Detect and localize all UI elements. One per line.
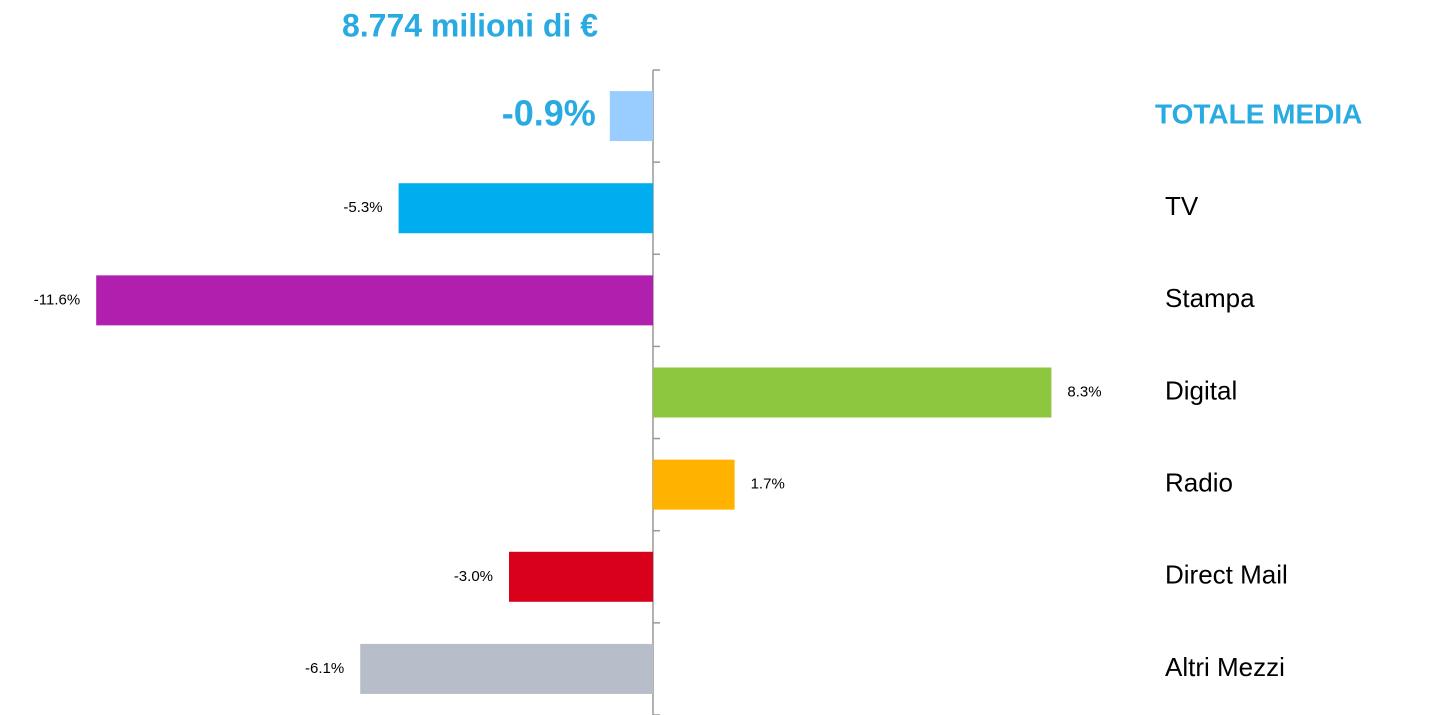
bar xyxy=(509,551,653,602)
data-label: 1.7% xyxy=(751,476,785,493)
data-label: 8.3% xyxy=(1067,383,1101,400)
category-label: Radio xyxy=(1165,468,1233,498)
data-label: -3.0% xyxy=(454,568,493,585)
bar xyxy=(653,459,735,510)
data-label: -0.9% xyxy=(502,93,596,134)
data-label: -5.3% xyxy=(343,199,382,216)
category-label: Altri Mezzi xyxy=(1165,652,1285,682)
data-label: -6.1% xyxy=(305,660,344,677)
bar xyxy=(96,275,653,326)
category-label: TV xyxy=(1165,191,1199,221)
chart-title: 8.774 milioni di € xyxy=(342,7,598,43)
bar xyxy=(360,643,653,694)
category-label: TOTALE MEDIA xyxy=(1155,98,1362,129)
category-label: Stampa xyxy=(1165,283,1255,313)
category-label: Direct Mail xyxy=(1165,560,1288,590)
category-label: Digital xyxy=(1165,375,1237,405)
bar xyxy=(653,367,1052,418)
bar xyxy=(609,91,653,142)
data-label: -11.6% xyxy=(34,291,80,308)
bar xyxy=(398,183,653,234)
